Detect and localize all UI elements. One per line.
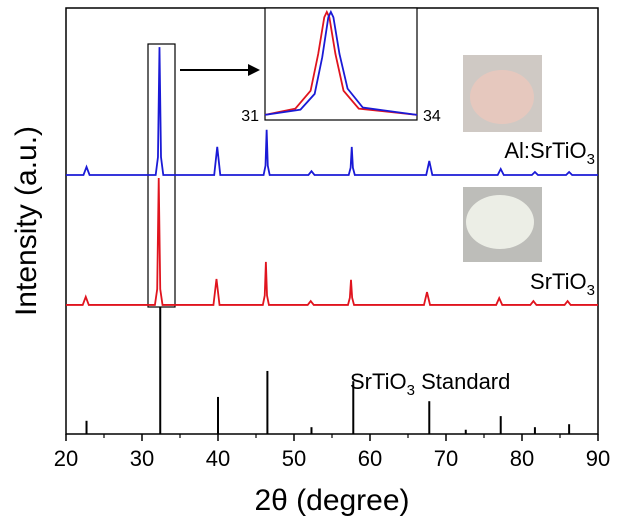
x-tick-label: 70 xyxy=(434,446,458,471)
x-tick-label: 90 xyxy=(586,446,610,471)
inset-tick-label: 34 xyxy=(423,108,441,125)
data-line xyxy=(66,177,598,306)
x-tick-label: 60 xyxy=(358,446,382,471)
x-tick-label: 40 xyxy=(206,446,230,471)
data-line xyxy=(264,9,418,116)
x-tick-label: 30 xyxy=(130,446,154,471)
data-line xyxy=(264,9,418,116)
y-axis-title: Intensity (a.u.) xyxy=(10,126,43,316)
series-label: Al:SrTiO3 xyxy=(504,138,595,168)
arrowhead xyxy=(248,64,260,76)
standard-label: SrTiO3 Standard xyxy=(350,369,510,399)
series-label: SrTiO3 xyxy=(530,269,595,299)
x-tick-label: 50 xyxy=(282,446,306,471)
data-line xyxy=(66,47,598,176)
powder xyxy=(466,195,534,249)
x-tick-label: 80 xyxy=(510,446,534,471)
x-axis-title: 2θ (degree) xyxy=(254,484,409,517)
inset-tick-label: 31 xyxy=(241,108,259,125)
x-tick-label: 20 xyxy=(54,446,78,471)
powder xyxy=(470,70,534,124)
